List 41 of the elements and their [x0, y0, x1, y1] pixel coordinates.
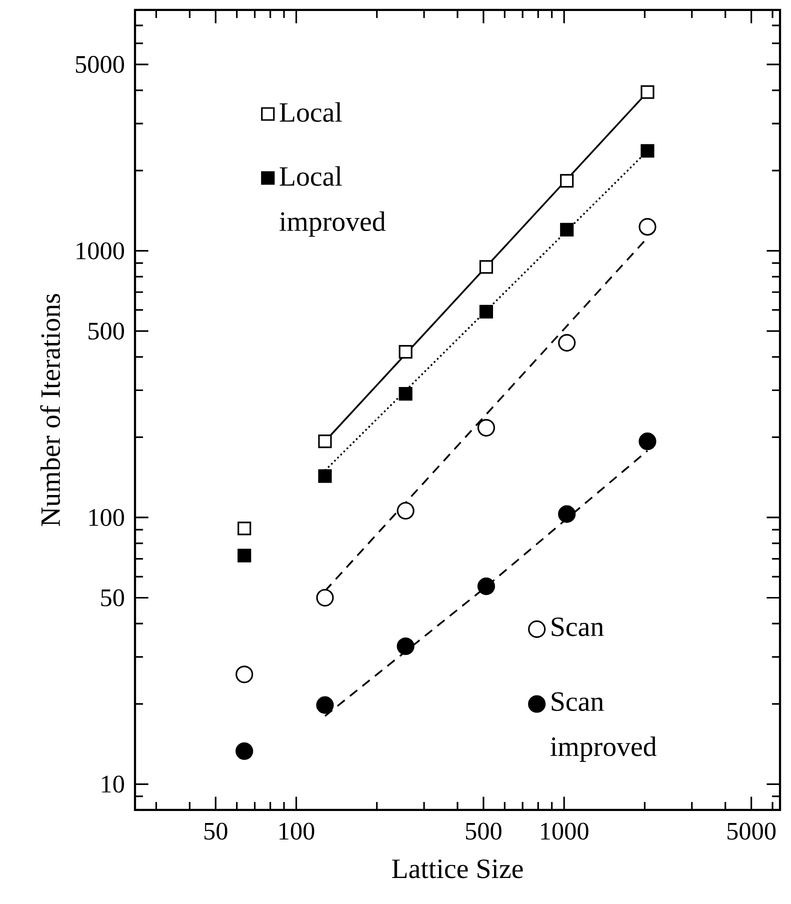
point	[396, 637, 414, 656]
point	[316, 588, 334, 607]
point	[640, 144, 654, 158]
legend-label: Local improved	[280, 166, 386, 237]
point	[316, 696, 334, 714]
legend-label: Scan	[552, 617, 604, 636]
point	[638, 218, 656, 236]
point	[238, 522, 252, 536]
point	[396, 502, 414, 520]
x-tick-label: 50	[204, 822, 228, 840]
point	[558, 505, 576, 523]
point	[318, 434, 332, 448]
x-tick-label: 5000	[728, 822, 776, 840]
x-tick-label: 1000	[541, 822, 588, 840]
x-tick-label: 100	[280, 822, 314, 840]
y-tick-label: 500	[88, 322, 124, 340]
point	[236, 666, 254, 684]
point	[479, 304, 494, 319]
y-tick-label: 1000	[76, 242, 124, 260]
point	[477, 578, 496, 596]
point	[558, 334, 576, 352]
x-axis-title: Lattice Size	[392, 860, 523, 878]
legend-label: Local	[280, 102, 342, 122]
point	[640, 85, 654, 99]
y-tick-label: 5000	[76, 56, 124, 73]
legend-label: Scan improved	[550, 692, 656, 762]
point	[560, 222, 574, 237]
point	[479, 260, 494, 274]
point	[398, 345, 412, 359]
y-tick-label: 100	[89, 508, 124, 526]
y-tick-label: 50	[101, 589, 124, 606]
point	[318, 469, 332, 483]
point	[477, 418, 496, 437]
point	[236, 742, 254, 760]
y-axis-title: Number of Iterations	[40, 294, 60, 526]
x-tick-label: 500	[466, 822, 502, 840]
point	[398, 386, 412, 401]
y-tick-label: 10	[102, 776, 124, 793]
point	[560, 174, 574, 188]
point	[638, 432, 656, 450]
point	[238, 548, 252, 562]
